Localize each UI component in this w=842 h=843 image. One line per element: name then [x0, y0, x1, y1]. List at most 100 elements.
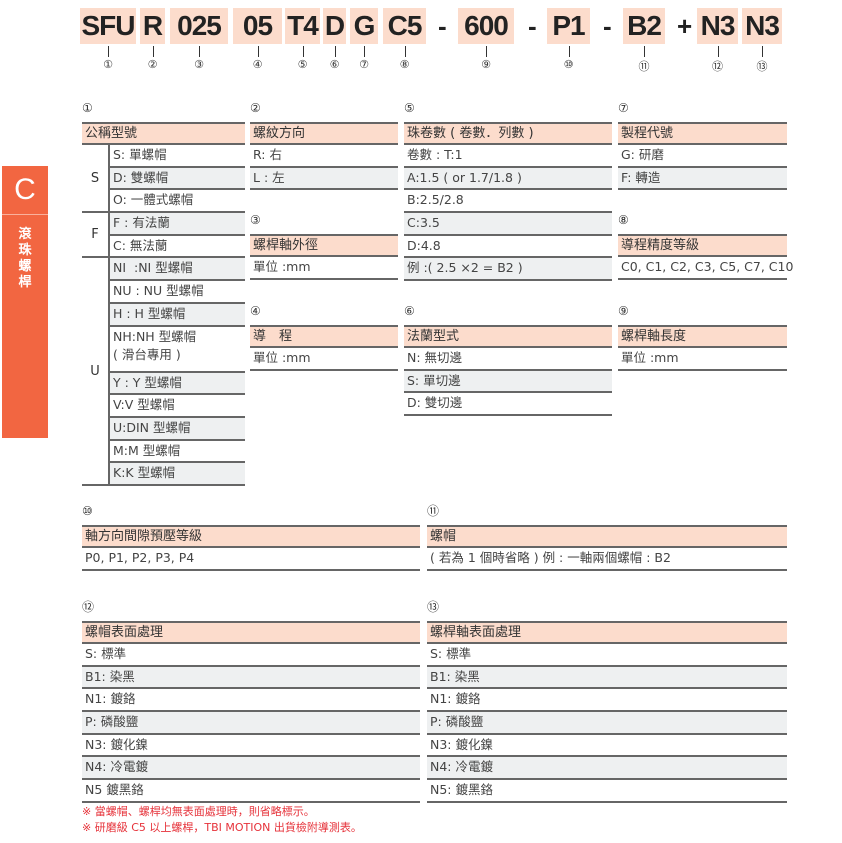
- section-number: ⑤: [404, 101, 415, 115]
- code-segment: C5: [383, 8, 426, 44]
- section-number: ⑥: [404, 304, 415, 318]
- code-segment: G: [350, 8, 378, 44]
- option-row: S: 單切邊: [404, 370, 612, 394]
- option-row: S: 單螺帽: [110, 145, 245, 168]
- option-row: D:4.8: [404, 236, 612, 259]
- section-number: ⑪: [427, 504, 440, 518]
- section-s8: ⑧ 導程精度等級 C0, C1, C2, C3, C5, C7, C10: [618, 212, 793, 280]
- option-row: N: 無切邊: [404, 348, 612, 371]
- option-row: S: 標準: [82, 644, 420, 667]
- section-s1: ① 公稱型號 S S: 單螺帽 D: 雙螺帽 O: 一體式螺帽 F F : 有法蘭 C: 無法蘭…: [82, 100, 245, 486]
- section-header: 螺桿軸外徑: [250, 234, 398, 257]
- option-row: P0, P1, P2, P3, P4: [82, 548, 420, 571]
- code-number: ③: [194, 58, 204, 71]
- section-number: ⑧: [618, 213, 629, 227]
- section-header: 珠卷數 ( 卷數．列數 ): [404, 122, 612, 145]
- option-row: B1: 染黑: [82, 666, 420, 690]
- group-rows: F : 有法蘭 C: 無法蘭: [110, 213, 245, 259]
- section-s12: ⑫ 螺帽表面處理 S: 標準 B1: 染黑 N1: 鍍鉻 P: 磷酸鹽 N3: 鍍化鎳 N4:…: [82, 599, 420, 803]
- group-rows: S: 單螺帽 D: 雙螺帽 O: 一體式螺帽: [110, 145, 245, 214]
- option-row: N1: 鍍鉻: [427, 689, 787, 713]
- note-1: ※ 當螺帽、螺桿均無表面處理時，則省略標示。: [82, 805, 315, 818]
- option-row: S: 標準: [427, 644, 787, 667]
- section-header: 螺桿軸表面處理: [427, 621, 787, 644]
- section-s6: ⑥ 法蘭型式 N: 無切邊 S: 單切邊 D: 雙切邊: [404, 303, 612, 417]
- chapter-tab[interactable]: C 滾珠螺桿: [2, 166, 48, 438]
- option-row: N4: 冷電鍍: [82, 757, 420, 781]
- code-number: ⑧: [399, 58, 410, 71]
- note-2: ※ 研磨級 C5 以上螺桿，TBI MOTION 出貨檢附導測表。: [82, 821, 362, 834]
- leader-line: [717, 46, 719, 57]
- code-segment: R: [140, 8, 165, 44]
- code-number: ⑪: [638, 60, 650, 73]
- section-header: 導程精度等級: [618, 234, 787, 257]
- option-row: N3: 鍍化鎳: [82, 735, 420, 758]
- leader-line: [486, 46, 487, 57]
- leader-line: [404, 46, 406, 57]
- code-segment: 05: [233, 8, 282, 44]
- section-number: ③: [250, 213, 261, 227]
- section-s4: ④ 導 程單位 :mm: [250, 303, 398, 371]
- option-row: P: 磷酸鹽: [427, 712, 787, 735]
- option-row: 單位 :mm: [250, 348, 398, 371]
- option-row: B:2.5/2.8: [404, 190, 612, 214]
- code-segment: 600: [458, 8, 514, 44]
- option-row: N3: 鍍化鎳: [427, 735, 787, 758]
- code-separator: -: [528, 11, 537, 41]
- option-row: A:1.5 ( or 1.7/1.8 ): [404, 167, 612, 191]
- code-number: ①: [103, 58, 113, 71]
- option-row: 單位 :mm: [250, 257, 398, 280]
- section-number: ⑬: [427, 600, 440, 614]
- option-row: N1: 鍍鉻: [82, 689, 420, 713]
- option-group: U NI :NI 型螺帽 NU : NU 型螺帽 H : H 型螺帽 NH:NH 型螺帽…: [82, 258, 245, 486]
- group-label: U: [82, 258, 110, 486]
- option-row: H : H 型螺帽: [110, 303, 245, 327]
- leader-line: [334, 46, 336, 57]
- leader-line: [199, 46, 200, 57]
- section-number: ⑨: [618, 304, 629, 318]
- section-header: 螺帽表面處理: [82, 621, 420, 644]
- option-row: Y : Y 型螺帽: [110, 372, 245, 396]
- chapter-title: 滾珠螺桿: [18, 227, 32, 290]
- option-row: NI :NI 型螺帽: [110, 258, 245, 282]
- section-header: 螺紋方向: [250, 122, 398, 145]
- code-segment: N3: [697, 8, 738, 44]
- section-number: ②: [250, 101, 261, 115]
- section-number: ⑫: [82, 600, 95, 614]
- option-row: N5 鍍黑鉻: [82, 780, 420, 803]
- section-s3: ③ 螺桿軸外徑 單位 :mm: [250, 212, 398, 280]
- option-row: C0, C1, C2, C3, C5, C7, C10: [618, 257, 793, 280]
- section-s13: ⑬ 螺桿軸表面處理 S: 標準 B1: 染黑 N1: 鍍鉻 P: 磷酸鹽 N3: 鍍化鎳 N4…: [427, 599, 787, 803]
- code-number: ⑫: [712, 60, 723, 73]
- option-row: D: 雙螺帽: [110, 167, 245, 191]
- section-header: 導 程: [250, 325, 398, 348]
- code-number: ⑤: [297, 58, 308, 71]
- option-row: G: 研磨: [618, 145, 787, 168]
- option-row: F: 轉造: [618, 167, 787, 191]
- code-segment: D: [323, 8, 346, 44]
- option-row: B1: 染黑: [427, 666, 787, 690]
- leader-line: [762, 46, 763, 57]
- leader-line: [568, 46, 570, 57]
- code-number: ⑥: [329, 58, 340, 71]
- group-rows: NI :NI 型螺帽 NU : NU 型螺帽 H : H 型螺帽 NH:NH 型螺帽 …: [110, 258, 245, 486]
- code-segment: B2: [623, 8, 665, 44]
- option-row: ( 若為 1 個時省略 ) 例 : 一軸兩個螺帽 : B2: [427, 548, 787, 571]
- option-row: O: 一體式螺帽: [110, 190, 245, 214]
- section-number: ⑦: [618, 101, 629, 115]
- group-label: F: [82, 213, 110, 259]
- option-row: P: 磷酸鹽: [82, 712, 420, 735]
- leader-line: [108, 46, 109, 57]
- option-row: N4: 冷電鍍: [427, 757, 787, 781]
- code-segment: T4: [285, 8, 320, 44]
- option-group: S S: 單螺帽 D: 雙螺帽 O: 一體式螺帽: [82, 145, 245, 214]
- code-separator: -: [603, 11, 612, 41]
- section-s9: ⑨ 螺桿軸長度 單位 :mm: [618, 303, 787, 371]
- option-row: R: 右: [250, 145, 398, 168]
- code-segment: P1: [547, 8, 590, 44]
- option-row: N5: 鍍黑鉻: [427, 780, 787, 803]
- section-number: ①: [82, 101, 93, 115]
- option-row: L : 左: [250, 167, 398, 191]
